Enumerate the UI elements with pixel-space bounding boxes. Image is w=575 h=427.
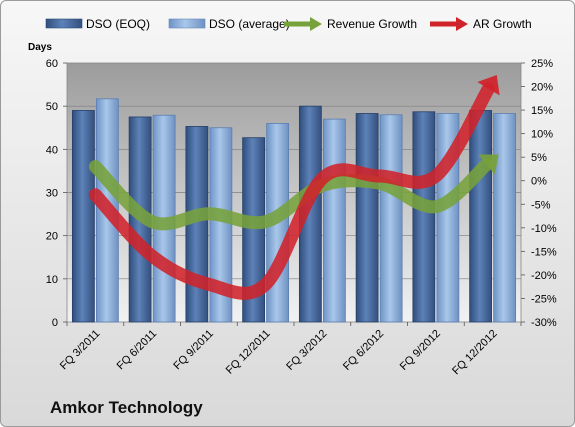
x-tick-label: FQ 12/2011 [224, 328, 273, 377]
bar-dso-average [209, 127, 233, 323]
arrowhead-revenue-growth [478, 154, 499, 175]
legend-arrow-revenue-growth [284, 17, 322, 31]
legend-label-revenue-growth: Revenue Growth [327, 17, 417, 31]
bar-dso-average [379, 114, 403, 323]
x-tick-label: FQ 6/2011 [115, 328, 160, 373]
x-tick-label: FQ 9/2012 [398, 328, 443, 373]
left-tick-label: 10 [46, 274, 58, 286]
right-tick-label: 0% [531, 176, 547, 188]
growth-lines [88, 74, 500, 300]
left-tick-label: 20 [46, 231, 58, 243]
right-tick-label: 10% [531, 129, 553, 141]
legend-swatch-dso-eoq [45, 18, 83, 29]
legend-swatch-dso-average [168, 18, 206, 29]
left-axis-ticks: 0 10 20 30 40 50 60 [46, 58, 67, 329]
x-tick-label: FQ 12/2012 [450, 328, 500, 378]
bar-dso-eoq [412, 111, 436, 323]
bar-dso-eoq [71, 110, 95, 323]
right-tick-label: -20% [531, 270, 557, 282]
right-tick-label: -15% [531, 246, 557, 258]
x-tick-label: FQ 6/2012 [341, 328, 386, 373]
right-tick-label: 25% [531, 58, 553, 70]
bar-dso-eoq [242, 137, 266, 323]
right-tick-label: -25% [531, 293, 557, 305]
bar-dso-eoq [469, 110, 493, 323]
legend: DSO (EOQ) DSO (average) Revenue Growth A… [45, 17, 532, 31]
line-revenue-growth [88, 158, 493, 231]
x-axis-ticks: FQ 3/2011 FQ 6/2011 FQ 9/2011 FQ 12/2011 FQ … [58, 322, 522, 378]
legend-label-ar-growth: AR Growth [473, 17, 532, 31]
company-name: Amkor Technology [50, 398, 203, 417]
left-tick-label: 60 [46, 58, 58, 70]
x-tick-label: FQ 3/2012 [284, 328, 329, 373]
x-tick-label: FQ 3/2011 [58, 328, 103, 373]
right-tick-label: 20% [531, 82, 553, 94]
right-axis-ticks: -30% -25% -20% -15% -10% -5% 0% 5% 10% 15% 20% 25% [521, 58, 557, 329]
legend-arrow-ar-growth [430, 17, 468, 31]
x-tick-label: FQ 9/2011 [171, 328, 216, 373]
right-tick-label: -30% [531, 317, 557, 329]
arrowhead-ar-growth [477, 74, 500, 96]
right-tick-label: -10% [531, 223, 557, 235]
bar-dso-average [493, 113, 517, 323]
left-tick-label: 0 [52, 317, 58, 329]
left-tick-label: 50 [46, 101, 58, 113]
left-tick-label: 30 [46, 188, 58, 200]
right-tick-label: -5% [531, 199, 551, 211]
right-tick-label: 15% [531, 105, 553, 117]
legend-label-dso-eoq: DSO (EOQ) [86, 17, 150, 31]
left-axis-title: Days [28, 42, 52, 53]
legend-label-dso-average: DSO (average) [209, 17, 290, 31]
left-tick-label: 40 [46, 144, 58, 156]
bar-dso-eoq [355, 113, 379, 323]
line-ar-growth [88, 82, 495, 300]
right-tick-label: 5% [531, 152, 547, 164]
bar-dso-average [322, 118, 346, 323]
